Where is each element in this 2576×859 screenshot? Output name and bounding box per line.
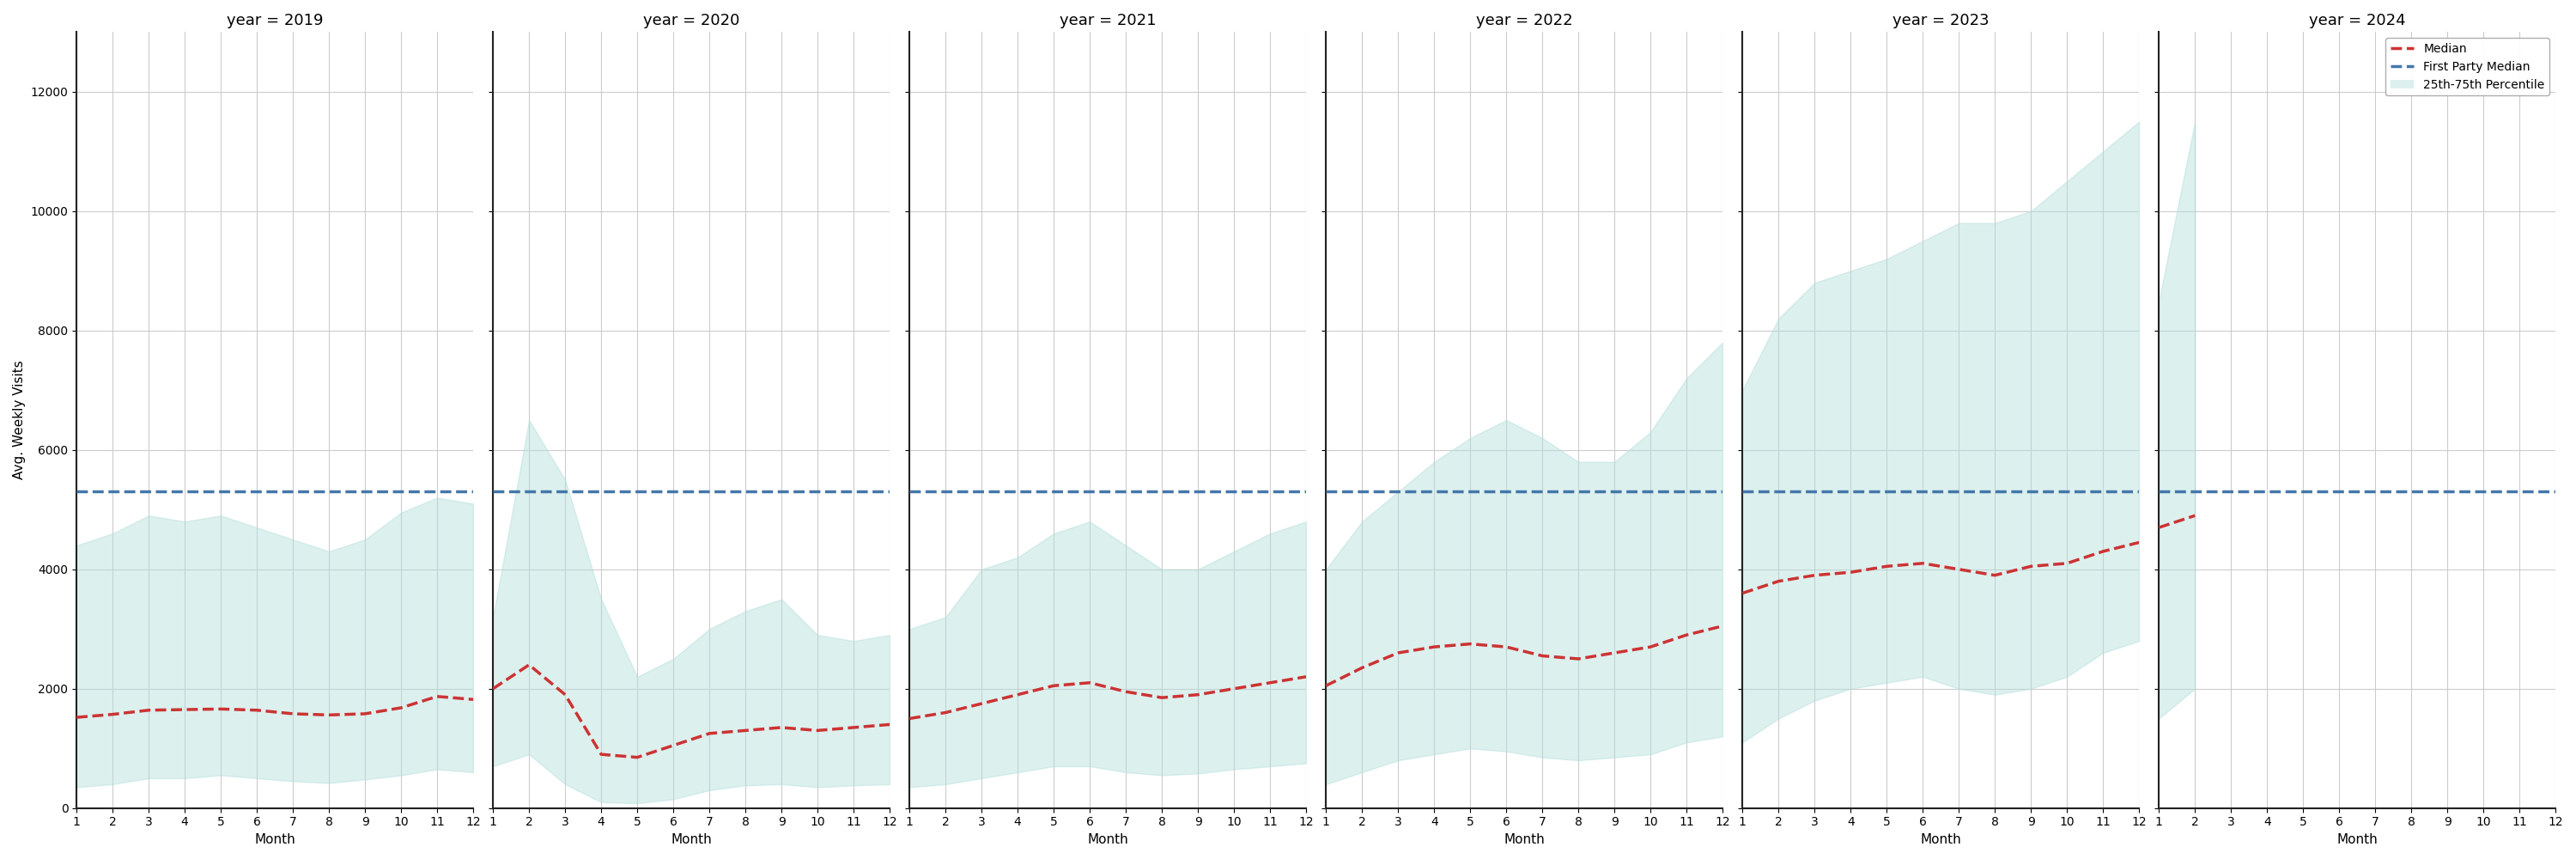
Median [1455,639,1486,649]
Median [2087,546,2117,557]
Median [966,698,997,709]
Title: year = 2023: year = 2023 [1893,13,1989,28]
Median [2179,510,2210,521]
First Party Median [1726,486,1757,497]
First Party Median [2107,486,2138,497]
Line: Median: Median [77,697,474,717]
Median [1038,680,1069,691]
Median [513,660,544,670]
Median [1492,642,1522,652]
Median [1942,564,1973,575]
X-axis label: Month: Month [1504,833,1546,846]
Median [930,708,961,718]
Median [62,712,93,722]
First Party Median [477,486,507,497]
X-axis label: Month: Month [1087,833,1128,846]
Median [2050,558,2081,569]
Median [894,713,925,723]
Median [621,752,652,763]
First Party Median [440,486,471,497]
Median [1255,678,1285,688]
Median [1636,642,1667,652]
Median [1600,648,1631,658]
Median [2143,522,2174,533]
Median [386,703,417,713]
Median [206,704,237,714]
Median [1672,630,1703,640]
X-axis label: Month: Month [255,833,296,846]
X-axis label: Month: Month [1919,833,1960,846]
Median [693,728,724,739]
Median [1074,678,1105,688]
Line: Median: Median [2159,515,2195,527]
Median [278,709,309,719]
First Party Median [1275,486,1306,497]
First Party Median [858,486,889,497]
Median [422,691,453,702]
Legend: Median, First Party Median, 25th-75th Percentile: Median, First Party Median, 25th-75th Pe… [2385,38,2550,95]
Median [729,725,760,735]
Median [1347,662,1378,673]
Median [1978,570,2009,581]
Median [314,710,345,720]
Median [765,722,796,733]
Median [1383,648,1414,658]
First Party Median [894,486,925,497]
First Party Median [2143,486,2174,497]
Line: Median: Median [1327,626,1723,685]
Median [1528,651,1558,661]
Median [1110,686,1141,697]
Median [1708,621,1739,631]
First Party Median [1311,486,1342,497]
Median [1002,690,1033,700]
Median [98,710,129,720]
Median [1218,684,1249,694]
Median [242,705,273,716]
First Party Median [26,486,57,497]
Median [350,709,381,719]
Median [1291,672,1321,682]
Line: Median: Median [1741,542,2138,594]
Median [134,705,165,716]
Median [1834,567,1865,577]
Median [1798,570,1829,581]
Median [549,690,580,700]
Median [1564,654,1595,664]
Median [1311,680,1342,691]
Median [837,722,868,733]
Median [477,684,507,694]
Median [873,719,904,729]
Median [1762,576,1793,587]
Title: year = 2019: year = 2019 [227,13,322,28]
Title: year = 2024: year = 2024 [2308,13,2406,28]
Median [585,749,616,759]
Median [657,740,688,751]
Median [1182,690,1213,700]
Median [170,704,201,715]
Median [1906,558,1937,569]
X-axis label: Month: Month [2336,833,2378,846]
Median [1419,642,1450,652]
Line: Median: Median [909,677,1306,718]
Median [2014,561,2045,571]
First Party Median [62,486,93,497]
Median [1870,561,1901,571]
Median [1726,588,1757,599]
Title: year = 2021: year = 2021 [1059,13,1157,28]
Median [459,694,489,704]
Median [1146,692,1177,703]
First Party Median [1690,486,1721,497]
X-axis label: Month: Month [670,833,711,846]
Title: year = 2020: year = 2020 [644,13,739,28]
Y-axis label: Avg. Weekly Visits: Avg. Weekly Visits [13,361,26,479]
Line: Median: Median [492,665,889,758]
Title: year = 2022: year = 2022 [1476,13,1571,28]
Median [2123,537,2154,547]
Median [801,725,832,735]
